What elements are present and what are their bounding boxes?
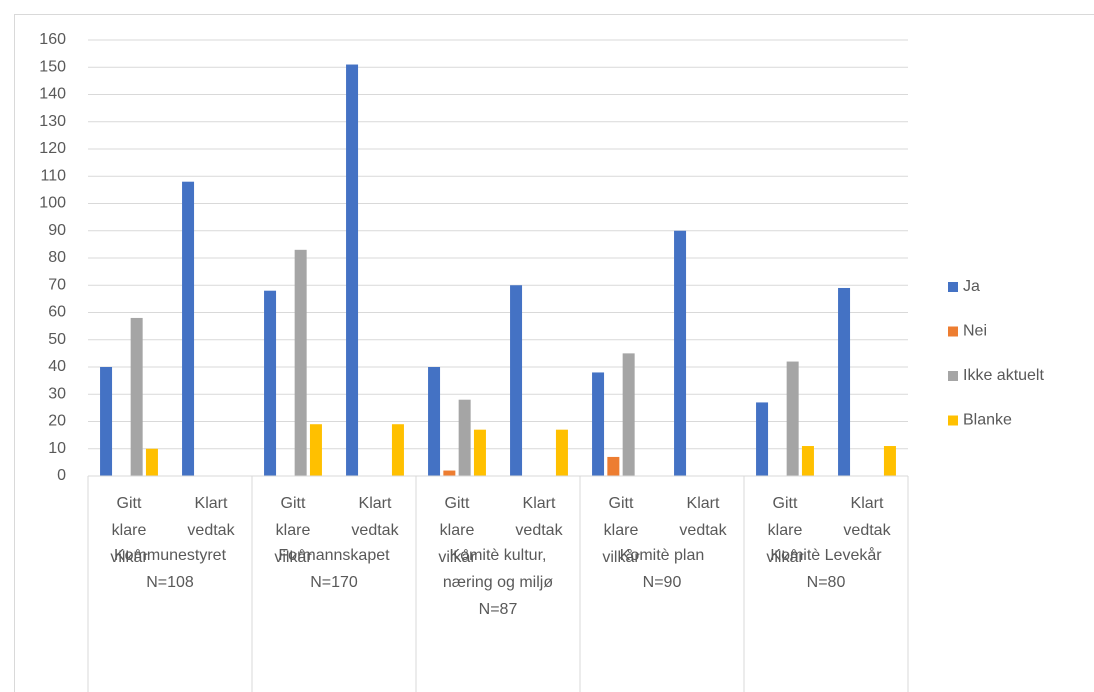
group-label: Komitè plan N=90 (619, 547, 705, 591)
bar (264, 290, 277, 476)
legend-swatch (948, 282, 958, 292)
x-tick-label: Klart vedtak (843, 495, 891, 539)
legend-swatch (948, 371, 958, 381)
bar (145, 448, 158, 476)
bar (130, 317, 143, 476)
x-tick-label: Gitt klare vilkår (602, 495, 640, 566)
group-label: Formannskapet N=170 (278, 547, 390, 591)
x-tick-label: Gitt klare vilkår (766, 495, 804, 566)
bar (443, 470, 456, 476)
bar (346, 64, 359, 477)
bar (294, 249, 307, 476)
y-tick-label: 80 (48, 249, 66, 266)
y-tick-label: 120 (39, 140, 66, 157)
bar (100, 367, 113, 476)
bar (622, 353, 635, 476)
legend-label: Blanke (963, 412, 1012, 429)
bar (592, 372, 605, 476)
bar (801, 446, 814, 476)
legend-swatch (948, 326, 958, 337)
bar (838, 287, 851, 476)
group-label: Komitè Levekår N=80 (770, 547, 882, 591)
bar (309, 424, 322, 476)
bar (883, 446, 896, 476)
bar (473, 429, 486, 476)
legend-label: Ikke aktuelt (963, 367, 1044, 384)
y-tick-label: 160 (39, 31, 66, 48)
legend-swatch (948, 415, 958, 426)
bar (607, 456, 620, 476)
legend-label: Nei (963, 323, 987, 340)
y-tick-label: 100 (39, 195, 66, 212)
y-tick-label: 60 (48, 304, 66, 321)
bar (428, 367, 441, 476)
bar (555, 429, 568, 476)
bar (391, 424, 404, 476)
x-tick-label: Gitt klare vilkår (110, 495, 148, 566)
y-tick-label: 50 (48, 331, 66, 348)
chart-frame (14, 14, 1094, 692)
y-tick-label: 40 (48, 358, 66, 375)
y-tick-label: 150 (39, 58, 66, 75)
x-tick-label: Gitt klare vilkår (438, 495, 476, 566)
x-tick-label: Gitt klare vilkår (274, 495, 312, 566)
group-label: Komitè kultur, næring og miljø N=87 (442, 547, 554, 618)
y-tick-label: 10 (48, 440, 66, 457)
bar (674, 230, 687, 476)
y-tick-label: 30 (48, 385, 66, 402)
bar (458, 399, 471, 476)
y-tick-label: 70 (48, 276, 66, 293)
y-tick-label: 90 (48, 222, 66, 239)
y-tick-label: 140 (39, 86, 66, 103)
bar (182, 181, 195, 476)
x-tick-label: Klart vedtak (187, 495, 235, 539)
bar (510, 285, 523, 476)
bar (756, 402, 769, 476)
group-label: Kommunestyret N=108 (113, 547, 227, 591)
y-tick-label: 0 (57, 467, 66, 484)
y-tick-label: 110 (40, 167, 66, 184)
y-tick-label: 130 (39, 113, 66, 130)
bar (786, 361, 799, 476)
legend-label: Ja (963, 278, 980, 295)
x-tick-label: Klart vedtak (515, 495, 563, 539)
x-tick-label: Klart vedtak (351, 495, 399, 539)
y-tick-label: 20 (48, 413, 66, 430)
x-tick-label: Klart vedtak (679, 495, 727, 539)
